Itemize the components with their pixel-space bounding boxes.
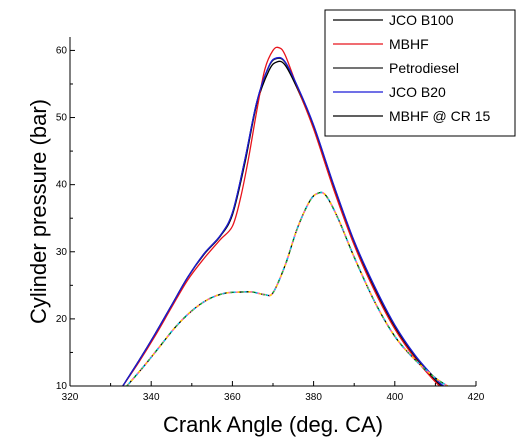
- series-line-overlay-7: [126, 191, 449, 387]
- series-line-jco-b20: [122, 56, 444, 387]
- x-tick-label: 380: [305, 392, 322, 403]
- y-tick-label: 60: [56, 45, 68, 56]
- y-tick-label: 30: [56, 247, 68, 258]
- y-tick-label: 40: [56, 180, 68, 191]
- y-axis-title: Cylinder pressure (bar): [26, 99, 51, 324]
- x-tick-label: 340: [143, 392, 160, 403]
- y-tick-label: 50: [56, 113, 68, 124]
- x-tick-label: 320: [62, 392, 79, 403]
- legend-label-mbhf-cr-15: MBHF @ CR 15: [389, 108, 491, 124]
- legend-label-petrodiesel: Petrodiesel: [389, 60, 459, 76]
- y-tick-label: 20: [56, 314, 68, 325]
- legend: JCO B100 MBHF Petrodiesel JCO B20 MBHF @ CR …: [324, 9, 516, 137]
- x-tick-label: 400: [386, 392, 403, 403]
- legend-label-jco-b100: JCO B100: [389, 12, 454, 28]
- series-layer: [122, 46, 449, 387]
- x-tick-label: 360: [224, 392, 241, 403]
- legend-label-mbhf: MBHF: [389, 36, 429, 52]
- x-tick-label: 420: [468, 392, 485, 403]
- y-tick-label: 10: [56, 381, 68, 392]
- x-axis-title: Crank Angle (deg. CA): [163, 412, 383, 437]
- legend-box: [324, 9, 516, 137]
- axes-layer: 320 340 360 380 400 420 10 20 30 40 50 60: [56, 37, 485, 403]
- series-line-mbhf: [122, 46, 441, 387]
- legend-label-jco-b20: JCO B20: [389, 84, 446, 100]
